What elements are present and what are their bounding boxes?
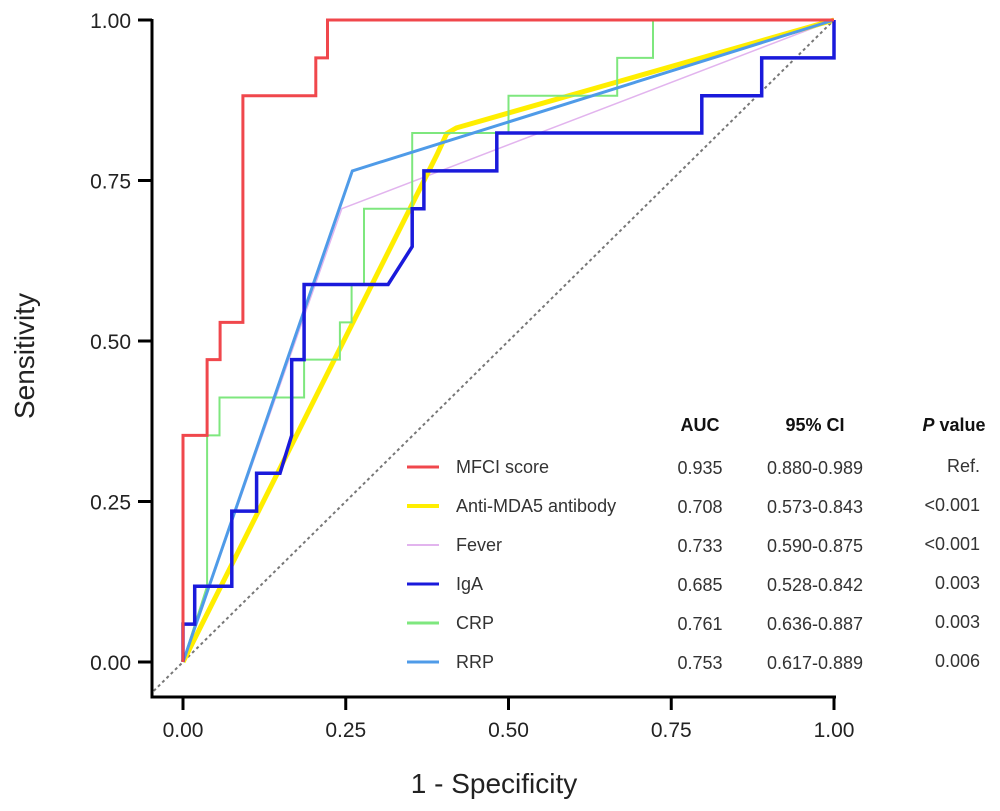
legend-header-p-rest: value: [934, 415, 985, 435]
legend-p-value: <0.001: [924, 495, 980, 515]
legend-ci: 0.617-0.889: [767, 653, 863, 673]
series-line-iga: [181, 20, 836, 662]
legend-row-rrp: RRP 0.753 0.617-0.889 0.006: [407, 651, 980, 673]
legend-ci: 0.573-0.843: [767, 497, 863, 517]
legend-label: Fever: [456, 535, 502, 555]
legend-label: Anti-MDA5 antibody: [456, 496, 616, 516]
legend-header-auc: AUC: [681, 415, 720, 435]
legend-rows: MFCI score 0.935 0.880-0.989 Ref. Anti-MDA5 …: [407, 456, 980, 673]
legend-auc: 0.733: [677, 536, 722, 556]
x-tick-label: 0.25: [325, 719, 366, 742]
x-ticks: 0.00 0.25 0.50 0.75 1.00: [163, 697, 855, 742]
y-tick-label: 0.75: [90, 171, 131, 194]
legend-label: IgA: [456, 574, 483, 594]
legend-auc: 0.708: [677, 497, 722, 517]
legend-row-mfci-score: MFCI score 0.935 0.880-0.989 Ref.: [407, 456, 980, 478]
legend-label: RRP: [456, 652, 494, 672]
legend-ci: 0.880-0.989: [767, 458, 863, 478]
legend-row-fever: Fever 0.733 0.590-0.875 <0.001: [407, 534, 980, 556]
x-tick-label: 0.00: [163, 719, 204, 742]
y-tick-label: 0.00: [90, 652, 131, 675]
legend: AUC 95% CI P value MFCI score 0.935 0.880-…: [407, 415, 986, 673]
series-line-mfci-score: [181, 18, 834, 662]
y-axis-title: Sensitivity: [9, 293, 40, 419]
x-tick-label: 0.50: [488, 719, 529, 742]
axes: 0.00 0.25 0.50 0.75 1.00 0.00 0.25 0.50 0.75 1.0…: [90, 10, 854, 742]
legend-row-iga: IgA 0.685 0.528-0.842 0.003: [407, 573, 980, 595]
x-tick-label: 0.75: [651, 719, 692, 742]
y-tick-label: 0.25: [90, 492, 131, 515]
legend-auc: 0.935: [677, 458, 722, 478]
reference-diagonal-line: [153, 19, 835, 692]
legend-p-value: 0.006: [935, 651, 980, 671]
legend-p-value: <0.001: [924, 534, 980, 554]
legend-auc: 0.753: [677, 653, 722, 673]
legend-p-value: 0.003: [935, 612, 980, 632]
legend-label: MFCI score: [456, 457, 549, 477]
legend-header-p: P value: [922, 415, 985, 435]
plot-area: [153, 17, 836, 692]
y-tick-label: 0.50: [90, 331, 131, 354]
y-ticks: 0.00 0.25 0.50 0.75 1.00: [90, 10, 152, 675]
legend-label: CRP: [456, 613, 494, 633]
legend-auc: 0.761: [677, 614, 722, 634]
y-tick-label: 1.00: [90, 10, 131, 33]
series-line-rrp: [181, 18, 835, 663]
legend-p-value: 0.003: [935, 573, 980, 593]
legend-header-ci: 95% CI: [785, 415, 844, 435]
legend-ci: 0.590-0.875: [767, 536, 863, 556]
legend-row-anti-mda5-antibody: Anti-MDA5 antibody 0.708 0.573-0.843 <0.001: [407, 495, 980, 517]
x-axis-title: 1 - Specificity: [411, 768, 578, 799]
legend-row-crp: CRP 0.761 0.636-0.887 0.003: [407, 612, 980, 634]
legend-header-p-italic: P: [922, 415, 935, 435]
legend-ci: 0.636-0.887: [767, 614, 863, 634]
legend-ci: 0.528-0.842: [767, 575, 863, 595]
legend-p-value: Ref.: [947, 456, 980, 476]
x-tick-label: 1.00: [814, 719, 855, 742]
legend-auc: 0.685: [677, 575, 722, 595]
